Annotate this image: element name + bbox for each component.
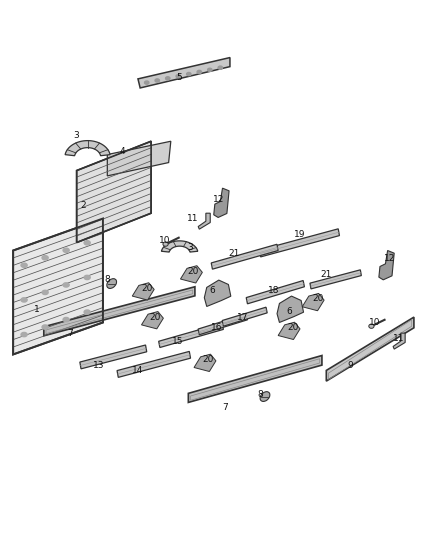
Ellipse shape [63,283,69,287]
Text: 12: 12 [213,196,225,204]
Text: 17: 17 [237,313,249,321]
Text: 15: 15 [172,337,183,345]
Ellipse shape [21,298,27,302]
Text: 5: 5 [177,73,183,82]
Text: 20: 20 [187,268,198,276]
Polygon shape [13,219,103,354]
Text: 14: 14 [132,366,144,375]
Text: 20: 20 [150,313,161,321]
Polygon shape [379,251,394,280]
Polygon shape [107,141,171,176]
Polygon shape [277,296,304,322]
Text: 9: 9 [347,361,353,369]
Ellipse shape [63,248,69,253]
Polygon shape [326,317,414,381]
Ellipse shape [163,242,168,246]
Ellipse shape [260,392,270,401]
Text: 7: 7 [67,329,73,337]
Ellipse shape [197,70,201,74]
Ellipse shape [218,66,223,69]
Text: 20: 20 [312,294,323,303]
Text: 20: 20 [202,356,214,364]
Ellipse shape [155,79,159,82]
Polygon shape [132,282,154,300]
Polygon shape [65,141,110,156]
Text: 12: 12 [384,254,396,263]
Ellipse shape [176,75,180,78]
Polygon shape [159,323,223,348]
Ellipse shape [166,77,170,80]
Ellipse shape [369,324,374,328]
Text: 2: 2 [81,201,86,209]
Ellipse shape [208,68,212,71]
Polygon shape [310,270,361,289]
Text: 10: 10 [369,318,380,327]
Ellipse shape [42,256,48,260]
Ellipse shape [145,81,149,84]
Text: 21: 21 [321,270,332,279]
Ellipse shape [84,310,90,314]
Polygon shape [198,314,247,335]
Text: 19: 19 [294,230,306,239]
Ellipse shape [84,241,90,245]
Text: 7: 7 [223,403,229,412]
Text: 3: 3 [187,244,194,252]
Text: 6: 6 [286,308,292,316]
Text: 20: 20 [288,324,299,332]
Text: 20: 20 [141,285,152,293]
Polygon shape [204,280,231,306]
Polygon shape [141,311,163,329]
Polygon shape [180,266,202,283]
Polygon shape [278,322,300,340]
Polygon shape [222,307,267,326]
Polygon shape [194,354,216,372]
Text: 13: 13 [93,361,104,369]
Text: 3: 3 [74,132,80,140]
Polygon shape [393,333,405,349]
Polygon shape [302,293,324,311]
Polygon shape [259,229,339,257]
Text: 16: 16 [211,324,223,332]
Polygon shape [162,241,198,252]
Ellipse shape [42,325,48,329]
Text: 8: 8 [258,390,264,399]
Polygon shape [80,345,147,369]
Polygon shape [188,356,322,402]
Polygon shape [198,213,210,229]
Polygon shape [77,141,151,243]
Ellipse shape [21,333,27,337]
Text: 10: 10 [159,237,170,245]
Polygon shape [138,58,230,88]
Ellipse shape [187,72,191,76]
Polygon shape [44,287,195,336]
Text: 8: 8 [104,276,110,284]
Ellipse shape [21,263,27,268]
Ellipse shape [84,276,90,280]
Ellipse shape [42,290,48,295]
Polygon shape [246,280,304,304]
Text: 4: 4 [120,148,125,156]
Text: 18: 18 [268,286,279,295]
Text: 11: 11 [393,334,404,343]
Ellipse shape [63,318,69,322]
Text: 1: 1 [34,305,40,313]
Polygon shape [211,244,278,269]
Polygon shape [117,351,191,377]
Text: 6: 6 [209,286,215,295]
Text: 11: 11 [187,214,198,223]
Ellipse shape [107,279,117,288]
Polygon shape [214,188,229,217]
Text: 21: 21 [229,249,240,257]
